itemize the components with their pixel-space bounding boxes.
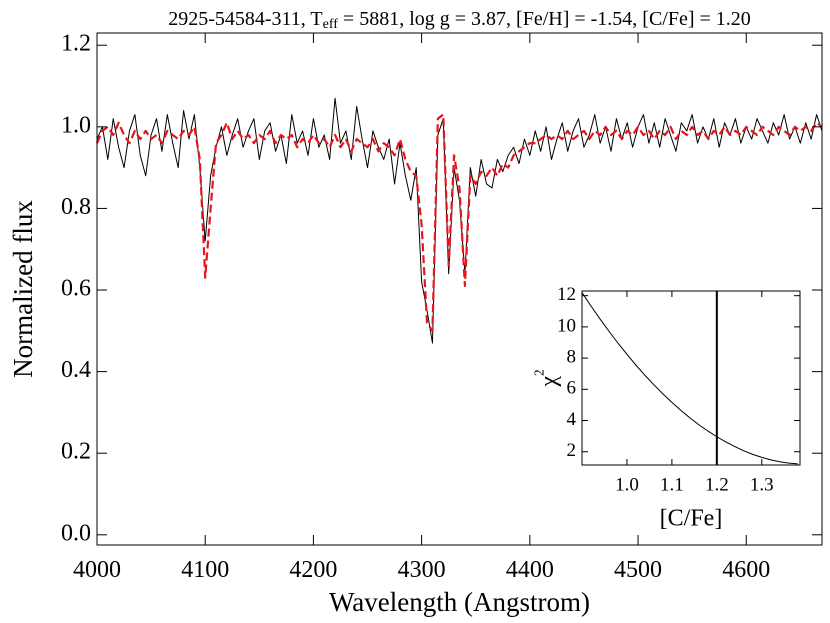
y-tick-label: 12	[557, 284, 576, 305]
x-tick-label: 4100	[181, 557, 229, 583]
y-tick-label: 2	[567, 440, 577, 461]
y-tick-label: 1.0	[61, 112, 91, 138]
x-axis-label: [C/Fe]	[660, 506, 723, 532]
y-tick-label: 10	[557, 315, 576, 336]
y-tick-label: 1.2	[61, 31, 91, 57]
y-tick-label: 4	[567, 409, 577, 430]
x-tick-label: 4200	[289, 557, 337, 583]
x-tick-label: 4300	[398, 557, 446, 583]
x-axis-label: Wavelength (Angstrom)	[329, 587, 590, 617]
x-tick-label: 1.2	[705, 474, 729, 495]
x-tick-label: 4000	[73, 557, 121, 583]
y-axis-label-symbol: χ	[536, 376, 562, 388]
spectrum-line	[95, 113, 823, 332]
plot-area	[97, 33, 822, 545]
x-tick-label: 4500	[614, 557, 662, 583]
title-text: = 5881, log g = 3.87, [Fe/H] = -1.54, [C…	[338, 8, 751, 30]
y-tick-label: 8	[567, 346, 577, 367]
y-tick-label: 0.6	[61, 276, 91, 302]
y-tick-label: 0.0	[61, 520, 91, 546]
x-tick-label: 1.1	[660, 474, 684, 495]
plot-frame	[581, 290, 801, 466]
x-tick-label: 4400	[506, 557, 554, 583]
y-axis-label: χ2	[531, 369, 561, 387]
spectrum-line	[581, 292, 798, 465]
x-tick-label: 1.0	[615, 474, 639, 495]
y-axis-label-superscript: 2	[531, 369, 546, 376]
plot-frame	[96, 32, 823, 546]
title-subscript: eff	[323, 17, 339, 32]
y-tick-label: 6	[567, 378, 577, 399]
y-tick-label: 0.4	[61, 357, 91, 383]
y-axis-label: Normalized flux	[8, 200, 38, 378]
chart-title: 2925-54584-311, Teff = 5881, log g = 3.8…	[168, 8, 751, 33]
title-text: 2925-54584-311, T	[168, 8, 322, 30]
plot-area	[582, 291, 800, 465]
x-tick-label: 1.3	[750, 474, 774, 495]
y-tick-label: 0.8	[61, 194, 91, 220]
x-tick-label: 4600	[722, 557, 770, 583]
y-tick-label: 0.2	[61, 439, 91, 465]
